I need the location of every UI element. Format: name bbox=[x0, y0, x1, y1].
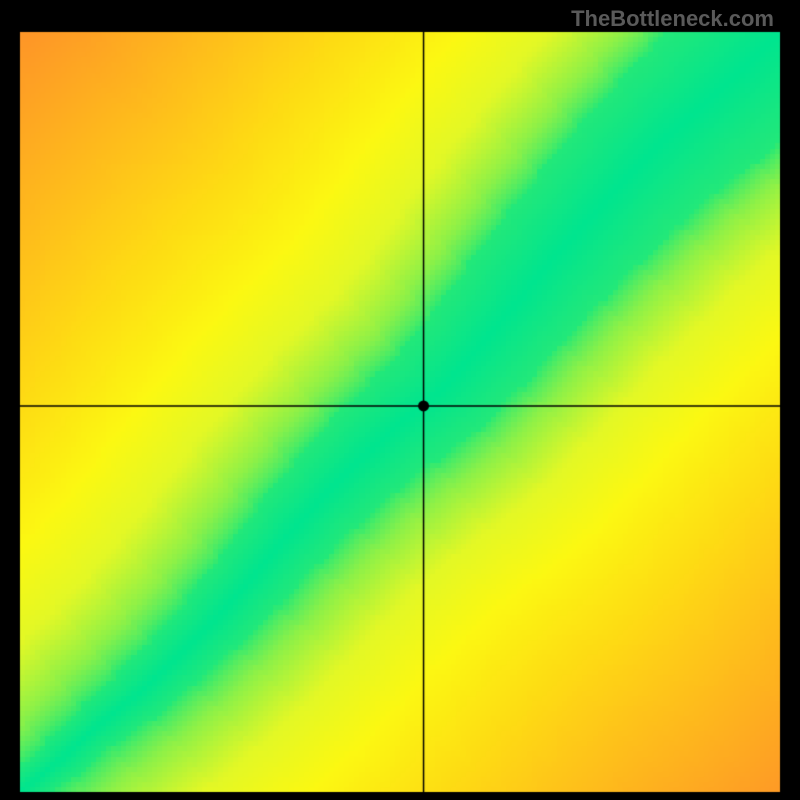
watermark-text: TheBottleneck.com bbox=[571, 6, 774, 32]
bottleneck-heatmap bbox=[0, 0, 800, 800]
chart-container: TheBottleneck.com bbox=[0, 0, 800, 800]
